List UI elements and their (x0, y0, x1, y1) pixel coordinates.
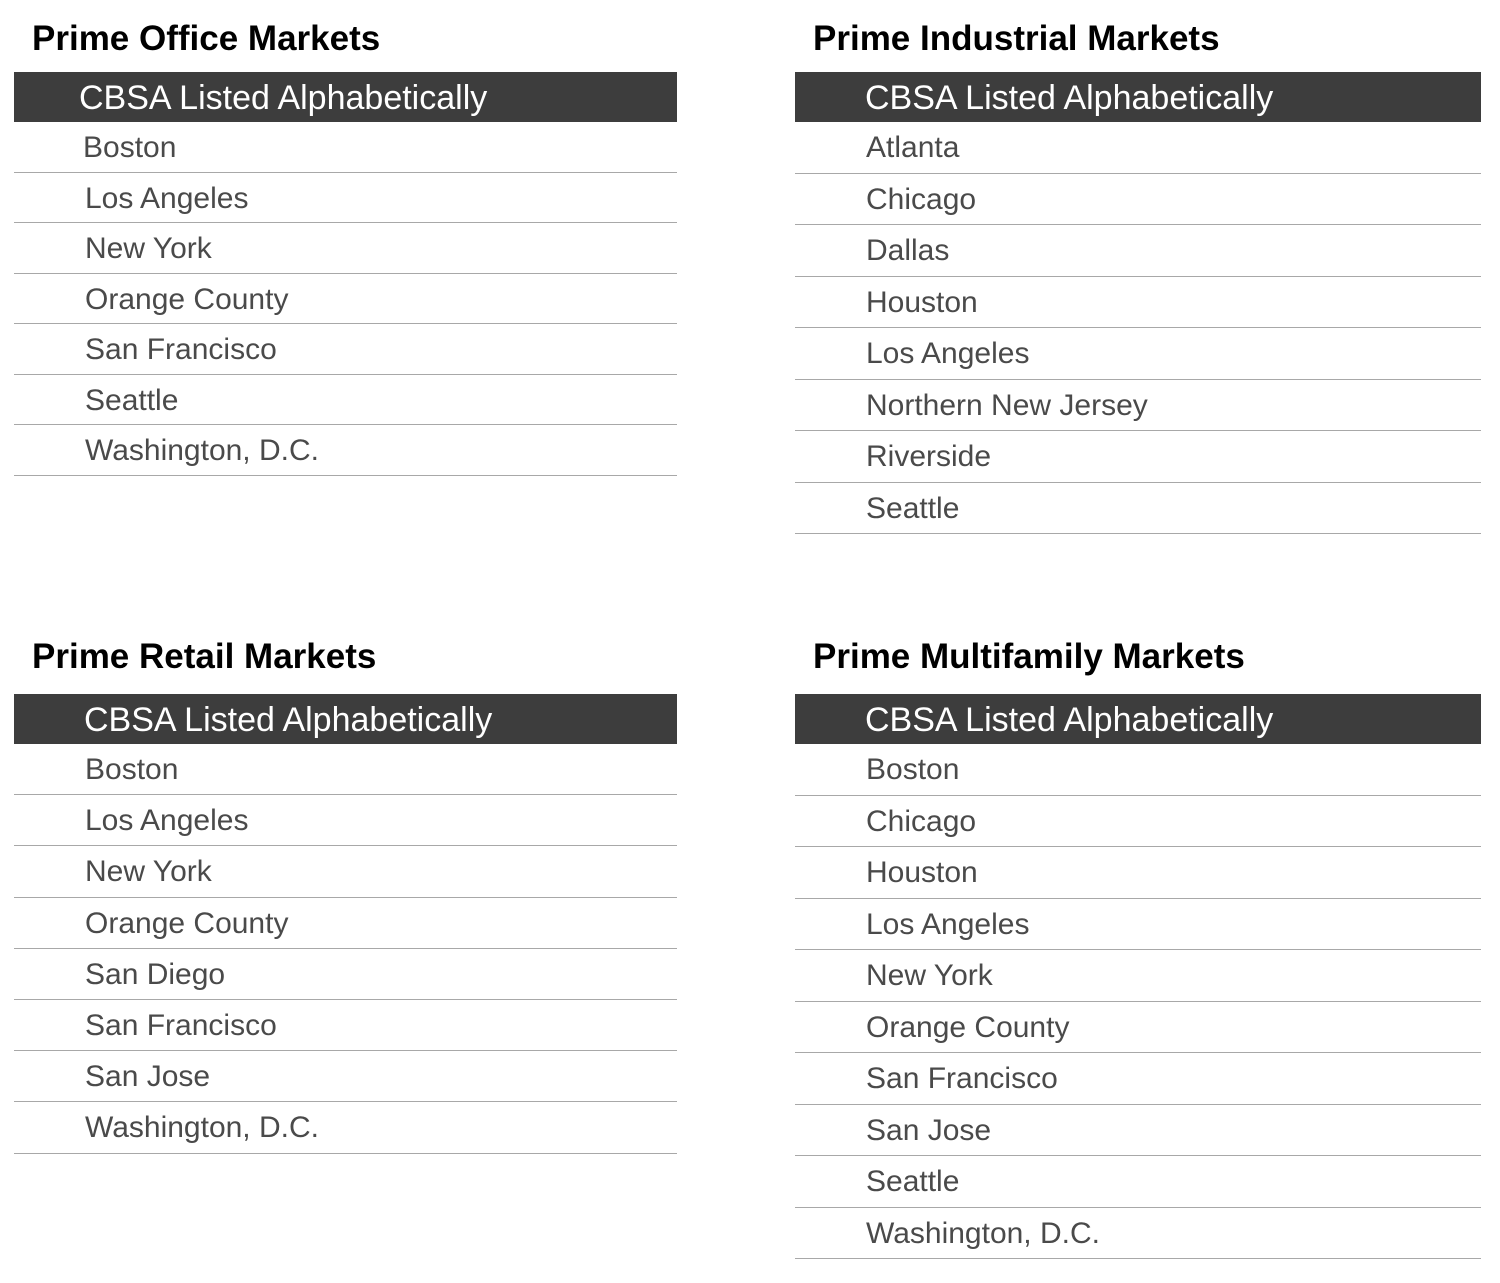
table-header: CBSA Listed Alphabetically (795, 72, 1481, 122)
market-list: Boston Chicago Houston Los Angeles New Y… (795, 744, 1481, 1259)
list-item: Atlanta (795, 122, 1481, 174)
list-item: San Francisco (795, 1053, 1481, 1105)
list-item: Chicago (795, 174, 1481, 225)
list-item: San Jose (14, 1051, 677, 1103)
list-item: San Francisco (14, 1000, 677, 1052)
list-item: Houston (795, 277, 1481, 328)
list-item: Washington, D.C. (14, 425, 677, 476)
table-header: CBSA Listed Alphabetically (14, 72, 677, 122)
list-item: Orange County (14, 274, 677, 324)
market-list: Boston Los Angeles New York Orange Count… (14, 122, 677, 476)
list-item: Houston (795, 847, 1481, 899)
list-item: Dallas (795, 225, 1481, 277)
market-list: Atlanta Chicago Dallas Houston Los Angel… (795, 122, 1481, 534)
retail-markets-panel: Prime Retail Markets CBSA Listed Alphabe… (14, 632, 677, 1154)
list-item: Northern New Jersey (795, 380, 1481, 431)
panel-title: Prime Multifamily Markets (813, 637, 1245, 676)
list-item: Seattle (795, 483, 1481, 534)
list-item: Boston (795, 744, 1481, 796)
list-item: Seattle (795, 1156, 1481, 1208)
list-item: New York (795, 950, 1481, 1002)
list-item: San Diego (14, 949, 677, 1000)
list-item: Los Angeles (14, 173, 677, 223)
list-item: Los Angeles (14, 795, 677, 847)
list-item: Orange County (795, 1002, 1481, 1053)
list-item: Los Angeles (795, 899, 1481, 950)
list-item: Boston (14, 744, 677, 796)
list-item: New York (14, 846, 677, 898)
list-item: Seattle (14, 375, 677, 425)
panel-title: Prime Retail Markets (32, 637, 377, 676)
list-item: Orange County (14, 898, 677, 949)
list-item: Washington, D.C. (795, 1208, 1481, 1259)
list-item: San Jose (795, 1105, 1481, 1156)
industrial-markets-panel: Prime Industrial Markets CBSA Listed Alp… (795, 14, 1481, 534)
list-item: Boston (14, 122, 677, 173)
panel-title: Prime Office Markets (32, 19, 381, 58)
list-item: Chicago (795, 796, 1481, 847)
table-header: CBSA Listed Alphabetically (14, 694, 677, 744)
list-item: Riverside (795, 431, 1481, 483)
table-header: CBSA Listed Alphabetically (795, 694, 1481, 744)
market-list: Boston Los Angeles New York Orange Count… (14, 744, 677, 1154)
office-markets-panel: Prime Office Markets CBSA Listed Alphabe… (14, 14, 677, 476)
list-item: New York (14, 223, 677, 274)
list-item: San Francisco (14, 324, 677, 375)
panel-title: Prime Industrial Markets (813, 19, 1220, 58)
list-item: Washington, D.C. (14, 1102, 677, 1154)
multifamily-markets-panel: Prime Multifamily Markets CBSA Listed Al… (795, 632, 1481, 1259)
list-item: Los Angeles (795, 328, 1481, 380)
